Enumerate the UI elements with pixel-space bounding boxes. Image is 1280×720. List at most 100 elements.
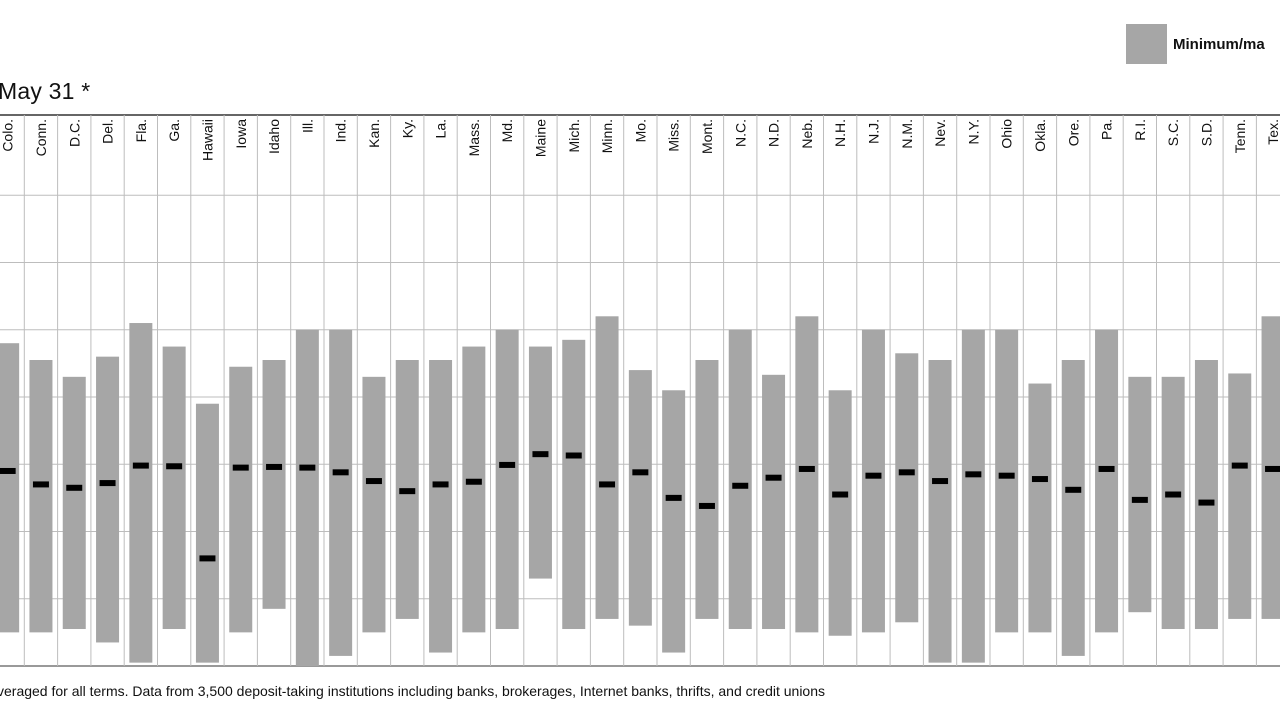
marker-Mont.	[698, 502, 715, 509]
marker-Hawaii	[199, 555, 216, 562]
range-bar-Mont.	[695, 360, 719, 619]
range-bar-Del.	[96, 356, 120, 643]
category-label: Nev.	[932, 119, 948, 147]
category-label: Minn.	[599, 119, 615, 153]
marker-Mo.	[632, 469, 649, 476]
marker-Ohio	[998, 472, 1015, 479]
category-label: S.C.	[1165, 119, 1181, 146]
marker-Md.	[499, 461, 516, 468]
range-bar-Colo.	[0, 343, 20, 633]
range-bar-Tenn.	[1228, 373, 1252, 619]
marker-Maine	[532, 451, 549, 458]
range-bar-Iowa	[229, 366, 253, 633]
range-bar-Ore.	[1061, 360, 1085, 656]
category-label: Tex.	[1265, 119, 1280, 145]
category-label: S.D.	[1198, 119, 1214, 146]
category-label: Conn.	[33, 119, 49, 156]
range-bar-Ohio	[995, 329, 1019, 633]
category-label: D.C.	[66, 119, 82, 147]
footnote: veraged for all terms. Data from 3,500 d…	[0, 683, 825, 699]
category-label: Maine	[532, 119, 548, 157]
range-bar-Idaho	[262, 360, 286, 609]
marker-D.C.	[66, 484, 83, 491]
range-bar-S.C.	[1161, 376, 1185, 630]
range-bar-Pa.	[1095, 329, 1119, 633]
range-bar-N.Y.	[961, 329, 985, 663]
category-label: La.	[433, 119, 449, 138]
range-bar-Mo.	[628, 370, 652, 626]
legend-label: Minimum/ma	[1173, 35, 1265, 53]
category-label: Md.	[499, 119, 515, 142]
marker-N.Y.	[965, 471, 982, 478]
category-label: Neb.	[799, 119, 815, 149]
category-label: Ind.	[333, 119, 349, 142]
category-label: Colo.	[0, 119, 16, 152]
marker-S.D.	[1198, 499, 1215, 506]
category-label: Mo.	[632, 119, 648, 142]
category-label: Mich.	[566, 119, 582, 152]
marker-R.I.	[1131, 496, 1148, 503]
marker-Idaho	[266, 463, 283, 470]
marker-N.D.	[765, 474, 782, 481]
category-label: Fla.	[133, 119, 149, 142]
range-bar-Ind.	[329, 329, 353, 656]
range-bar-N.M.	[895, 353, 919, 623]
range-bar-Md.	[495, 329, 519, 630]
range-bar-N.H.	[828, 390, 852, 636]
category-label: Pa.	[1099, 119, 1115, 140]
marker-Ind.	[332, 469, 349, 476]
range-bar-Miss.	[662, 390, 686, 653]
marker-Nev.	[932, 478, 949, 485]
marker-Kan.	[365, 478, 382, 485]
marker-Colo.	[0, 467, 16, 474]
category-label: Ky.	[399, 119, 415, 138]
category-label: Kan.	[366, 119, 382, 148]
chart-title: May 31 *	[0, 78, 91, 104]
marker-Ore.	[1065, 486, 1082, 493]
marker-Miss.	[665, 494, 682, 501]
range-bar-Neb.	[795, 316, 819, 633]
marker-La.	[432, 481, 449, 488]
category-label: Ga.	[166, 119, 182, 142]
range-bar-D.C.	[62, 376, 86, 630]
marker-Mich.	[565, 452, 582, 459]
marker-Ill.	[299, 464, 316, 471]
range-bar-Minn.	[595, 316, 619, 619]
marker-Pa.	[1098, 465, 1115, 472]
category-label: Okla.	[1032, 119, 1048, 152]
range-bar-Mich.	[562, 339, 586, 630]
state-labels: Colo. Conn. D.C. Del. Fla. Ga. Hawaii Iowa Idaho…	[0, 119, 1280, 161]
category-label: Mont.	[699, 119, 715, 154]
range-bar-Hawaii	[195, 403, 219, 663]
range-bar-N.C.	[728, 329, 752, 630]
marker-Tenn.	[1231, 462, 1248, 469]
marker-Fla.	[132, 462, 149, 469]
category-label: Iowa	[233, 119, 249, 149]
category-label: Tenn.	[1232, 119, 1248, 153]
marker-Minn.	[599, 481, 616, 488]
vertical-gridlines	[23, 115, 1257, 666]
marker-Ky.	[399, 488, 416, 495]
range-bar-N.D.	[762, 374, 786, 630]
category-label: N.D.	[766, 119, 782, 147]
average-markers	[0, 451, 1280, 562]
marker-S.C.	[1165, 491, 1182, 498]
marker-N.J.	[865, 472, 882, 479]
category-label: N.C.	[732, 119, 748, 147]
marker-N.M.	[898, 469, 915, 476]
category-label: Ore.	[1065, 119, 1081, 146]
category-label: Miss.	[666, 119, 682, 152]
range-bar-La.	[429, 360, 453, 653]
legend: Minimum/ma	[1126, 24, 1265, 64]
legend-swatch	[1126, 24, 1167, 64]
marker-Neb.	[798, 465, 815, 472]
marker-Ga.	[166, 463, 183, 470]
range-bar-Mass.	[462, 346, 486, 633]
marker-Mass.	[465, 478, 482, 485]
range-bar-Nev.	[928, 360, 952, 663]
marker-Okla.	[1031, 476, 1048, 483]
category-label: Idaho	[266, 119, 282, 154]
marker-Tex.	[1265, 465, 1280, 472]
range-bar-Fla.	[129, 323, 153, 663]
